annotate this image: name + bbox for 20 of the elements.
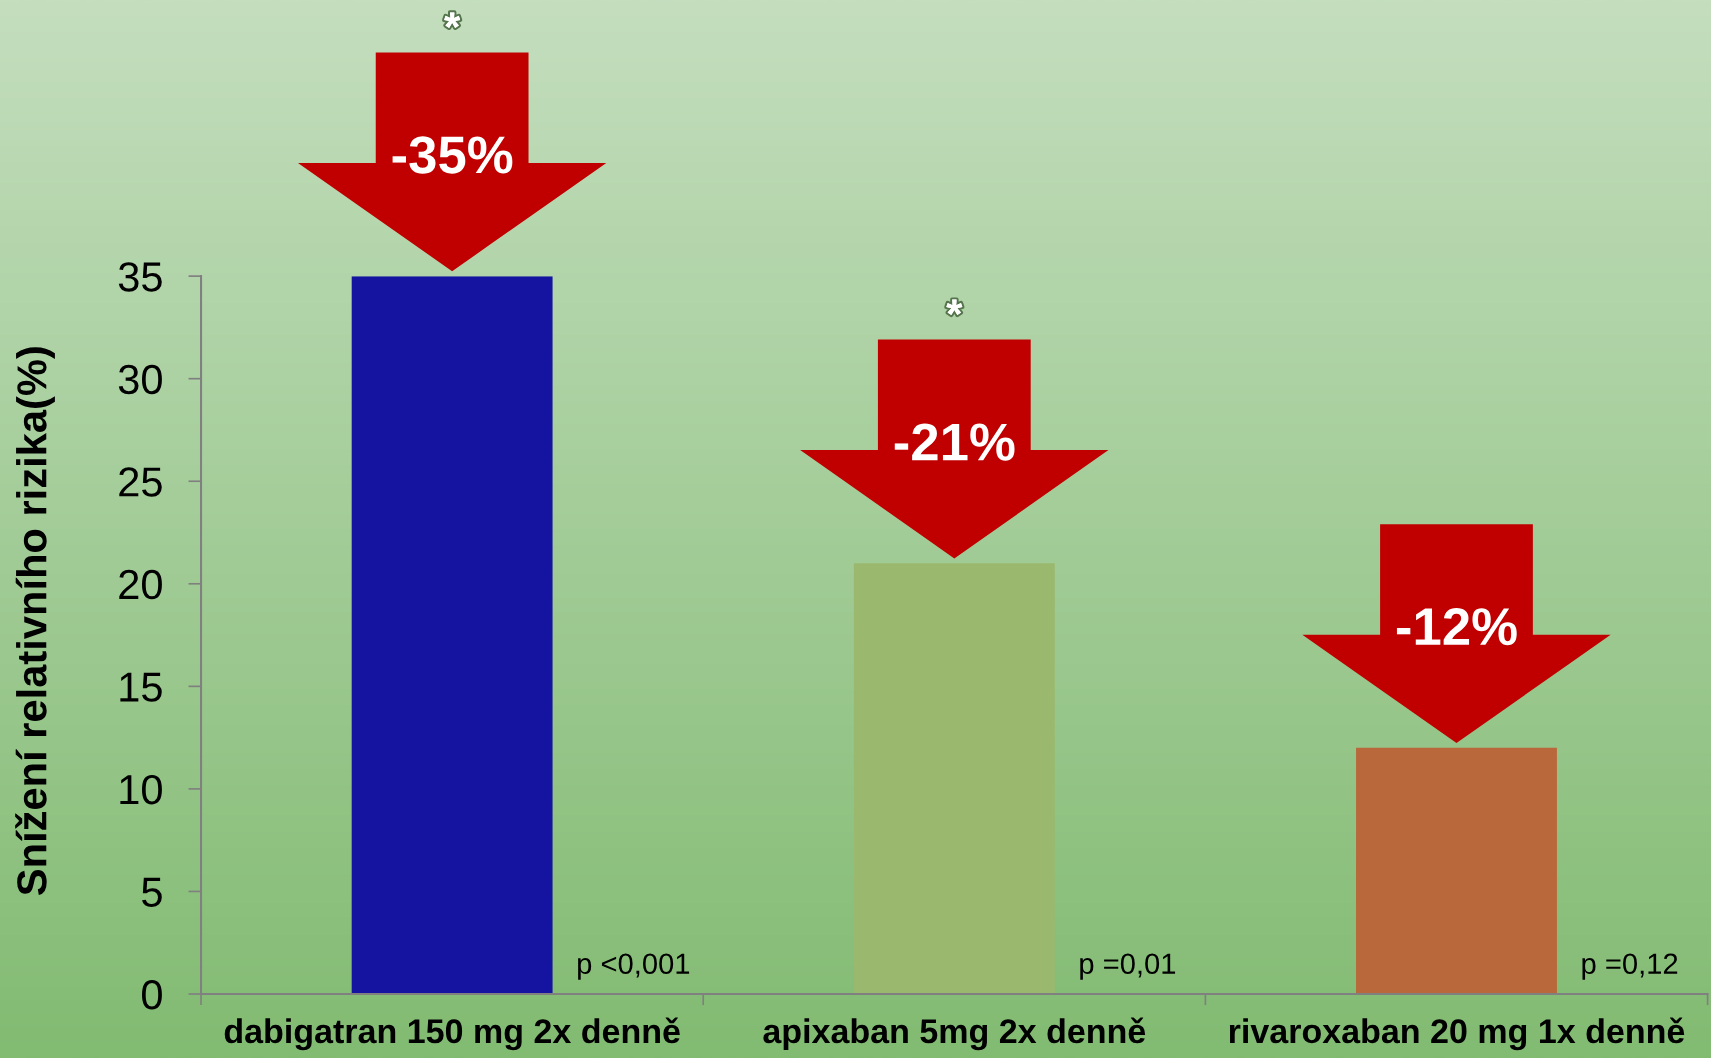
y-tick-label: 25 [119,467,162,497]
y-axis-title: Snížení relativního rizika(%) [15,347,55,896]
x-tick-label: dabigatran 150 mg 2x denně [224,1017,680,1051]
y-tick-label: 5 [142,877,162,907]
x-tick-label: apixaban 5mg 2x denně [763,1017,1146,1051]
y-tick-label: 15 [120,672,162,702]
annotation: -12% [1396,608,1517,646]
y-tick-label: 0 [142,979,162,1010]
annotation: p <0,001 [578,953,690,980]
annotation: * [946,299,963,316]
annotation: p =0,01 [1080,953,1176,980]
y-tick-label: 30 [118,364,162,395]
y-tick-label: 10 [120,774,162,805]
text: * [444,12,461,28]
annotation: -21% [894,423,1015,461]
y-tick-label: 35 [118,262,162,292]
x-tick-label: rivaroxaban 20 mg 1x denně [1229,1017,1685,1051]
annotation: -35% [392,136,513,174]
annotation: p =0,12 [1582,953,1678,980]
y-tick-label: 20 [119,569,162,600]
